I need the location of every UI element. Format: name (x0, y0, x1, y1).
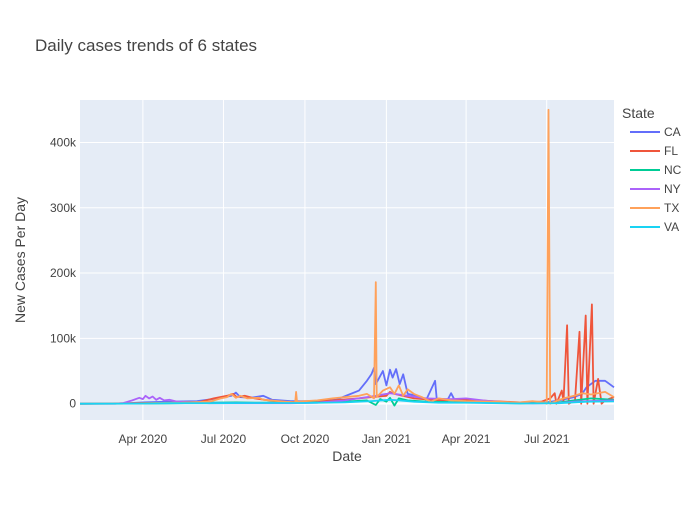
y-tick-label: 200k (50, 266, 77, 280)
legend-label: FL (664, 144, 678, 158)
legend-item-va[interactable]: VA (630, 220, 679, 234)
y-tick-label: 400k (50, 135, 77, 149)
legend-item-ca[interactable]: CA (630, 125, 681, 139)
y-tick-label: 100k (50, 331, 77, 345)
legend-title: State (622, 105, 655, 121)
chart-title: Daily cases trends of 6 states (35, 36, 257, 55)
plot-area (80, 100, 614, 420)
x-tick-label: Oct 2020 (281, 432, 330, 446)
x-tick-label: Jul 2021 (524, 432, 570, 446)
x-tick-label: Jul 2020 (201, 432, 247, 446)
y-tick-label: 0 (69, 397, 76, 411)
x-tick-label: Jan 2021 (362, 432, 412, 446)
legend-item-tx[interactable]: TX (630, 201, 679, 215)
x-tick-label: Apr 2021 (442, 432, 491, 446)
legend-label: VA (664, 220, 679, 234)
legend-item-fl[interactable]: FL (630, 144, 678, 158)
x-tick-label: Apr 2020 (119, 432, 168, 446)
series-line-va (79, 398, 615, 405)
x-axis-title: Date (332, 448, 362, 464)
legend-label: CA (664, 125, 681, 139)
y-axis-title: New Cases Per Day (12, 197, 28, 323)
legend-label: TX (664, 201, 679, 215)
y-tick-label: 300k (50, 201, 77, 215)
legend-item-nc[interactable]: NC (630, 163, 682, 177)
series-line-tx (79, 108, 615, 405)
legend-label: NC (664, 163, 682, 177)
legend-item-ny[interactable]: NY (630, 182, 681, 196)
legend-label: NY (664, 182, 681, 196)
